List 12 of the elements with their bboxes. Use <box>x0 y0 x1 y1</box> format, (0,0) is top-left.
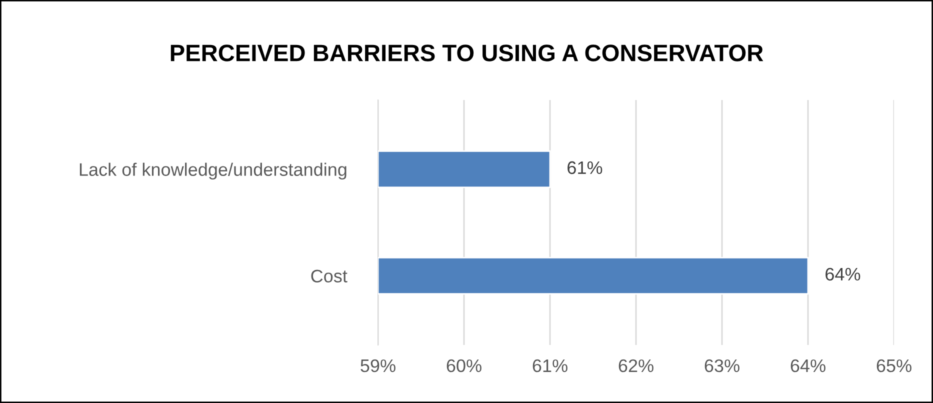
data-label: 61% <box>568 161 602 174</box>
y-tick-label: Lack of knowledge/understanding <box>80 162 346 180</box>
x-tick-label: 61% <box>532 359 568 372</box>
x-tick-label: 62% <box>618 359 654 372</box>
chart-title: PERCEIVED BARRIERS TO USING A CONSERVATOR <box>170 44 764 62</box>
x-tick-label: 60% <box>446 359 482 372</box>
x-tick-label: 59% <box>360 359 396 372</box>
x-tick-label: 63% <box>704 359 740 372</box>
y-tick-label: Cost <box>311 270 348 282</box>
x-tick-label: 64% <box>790 359 826 372</box>
x-tick-label: 65% <box>876 359 912 372</box>
data-label: 64% <box>826 268 860 281</box>
